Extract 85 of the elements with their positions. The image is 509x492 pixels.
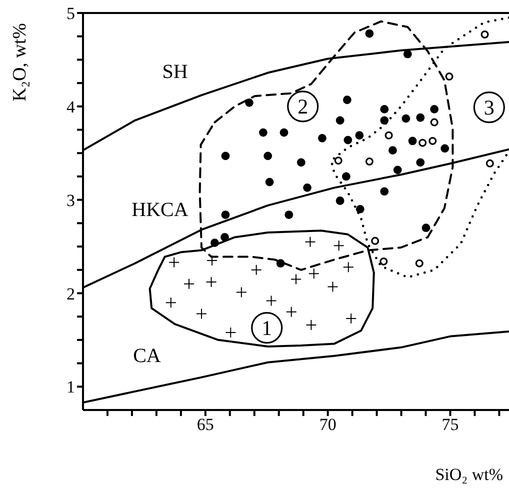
point: [342, 262, 354, 273]
point: [265, 178, 274, 186]
point: [258, 128, 268, 137]
point: [296, 158, 306, 167]
point: [336, 196, 344, 205]
point: [276, 259, 285, 268]
point: [266, 295, 277, 306]
point: [327, 281, 338, 292]
point: [250, 264, 262, 276]
point: [355, 131, 364, 140]
point: [486, 159, 494, 168]
point: [284, 210, 294, 219]
point: [318, 134, 326, 142]
point: [430, 105, 439, 114]
point: [221, 210, 230, 219]
point: [388, 146, 397, 155]
point: [286, 306, 297, 318]
y-tick-label: 4: [66, 97, 76, 116]
y-tick-label: 2: [66, 284, 75, 304]
annotation: HKCA: [132, 199, 189, 221]
point: [342, 96, 352, 104]
point: [168, 256, 180, 268]
point: [206, 255, 218, 266]
point: [415, 259, 424, 268]
point: [445, 72, 454, 81]
point: [440, 144, 450, 153]
point: [280, 128, 288, 137]
y-tick-label: 3: [66, 190, 75, 210]
point: [245, 98, 254, 107]
point: [196, 308, 207, 320]
point: [403, 50, 412, 58]
point: [384, 131, 393, 140]
point: [342, 172, 350, 181]
point: [290, 274, 302, 285]
point: [408, 136, 417, 146]
point: [380, 257, 388, 266]
y-tick-label: 1: [66, 378, 75, 397]
point: [308, 268, 320, 280]
x-axis-title: SiO₂ wt%: [435, 465, 503, 484]
point: [418, 138, 427, 147]
point: [220, 232, 229, 242]
point: [380, 105, 389, 114]
point: [303, 183, 312, 192]
point: [365, 158, 374, 166]
point: [402, 114, 410, 123]
annotation: SH: [162, 61, 188, 83]
x-tick-label: 65: [196, 415, 214, 434]
point: [306, 319, 317, 330]
point: [428, 136, 437, 145]
annotation: 3: [484, 95, 494, 120]
point: [380, 116, 389, 125]
point: [264, 152, 272, 160]
point: [236, 286, 247, 298]
point: [393, 166, 402, 174]
y-axis-title: K₂O, wt%: [9, 22, 30, 102]
point: [422, 224, 430, 232]
point: [356, 204, 364, 214]
annotation: 2: [298, 94, 308, 118]
circle-ring: 3: [473, 92, 505, 124]
point: [365, 29, 374, 38]
point: [380, 187, 389, 196]
point: [371, 236, 380, 245]
point: [416, 158, 425, 167]
x-tick-label: 70: [319, 415, 336, 434]
annotation: 1: [262, 316, 272, 340]
point: [336, 116, 344, 125]
point: [184, 278, 195, 290]
point: [221, 152, 230, 160]
annotation: CA: [133, 345, 162, 367]
point: [430, 118, 438, 126]
point: [165, 297, 176, 308]
point: [346, 312, 357, 324]
point: [206, 276, 217, 288]
x-tick-label: 75: [442, 415, 459, 434]
circle-ring: 1: [251, 312, 283, 344]
point: [304, 236, 316, 248]
point: [480, 30, 489, 38]
point: [210, 238, 219, 247]
y-tick-label: 5: [66, 4, 75, 24]
circle-ring: 2: [287, 90, 319, 122]
point: [333, 240, 344, 252]
point: [344, 136, 352, 144]
point: [334, 156, 342, 165]
point: [416, 113, 425, 122]
point: [225, 326, 236, 338]
